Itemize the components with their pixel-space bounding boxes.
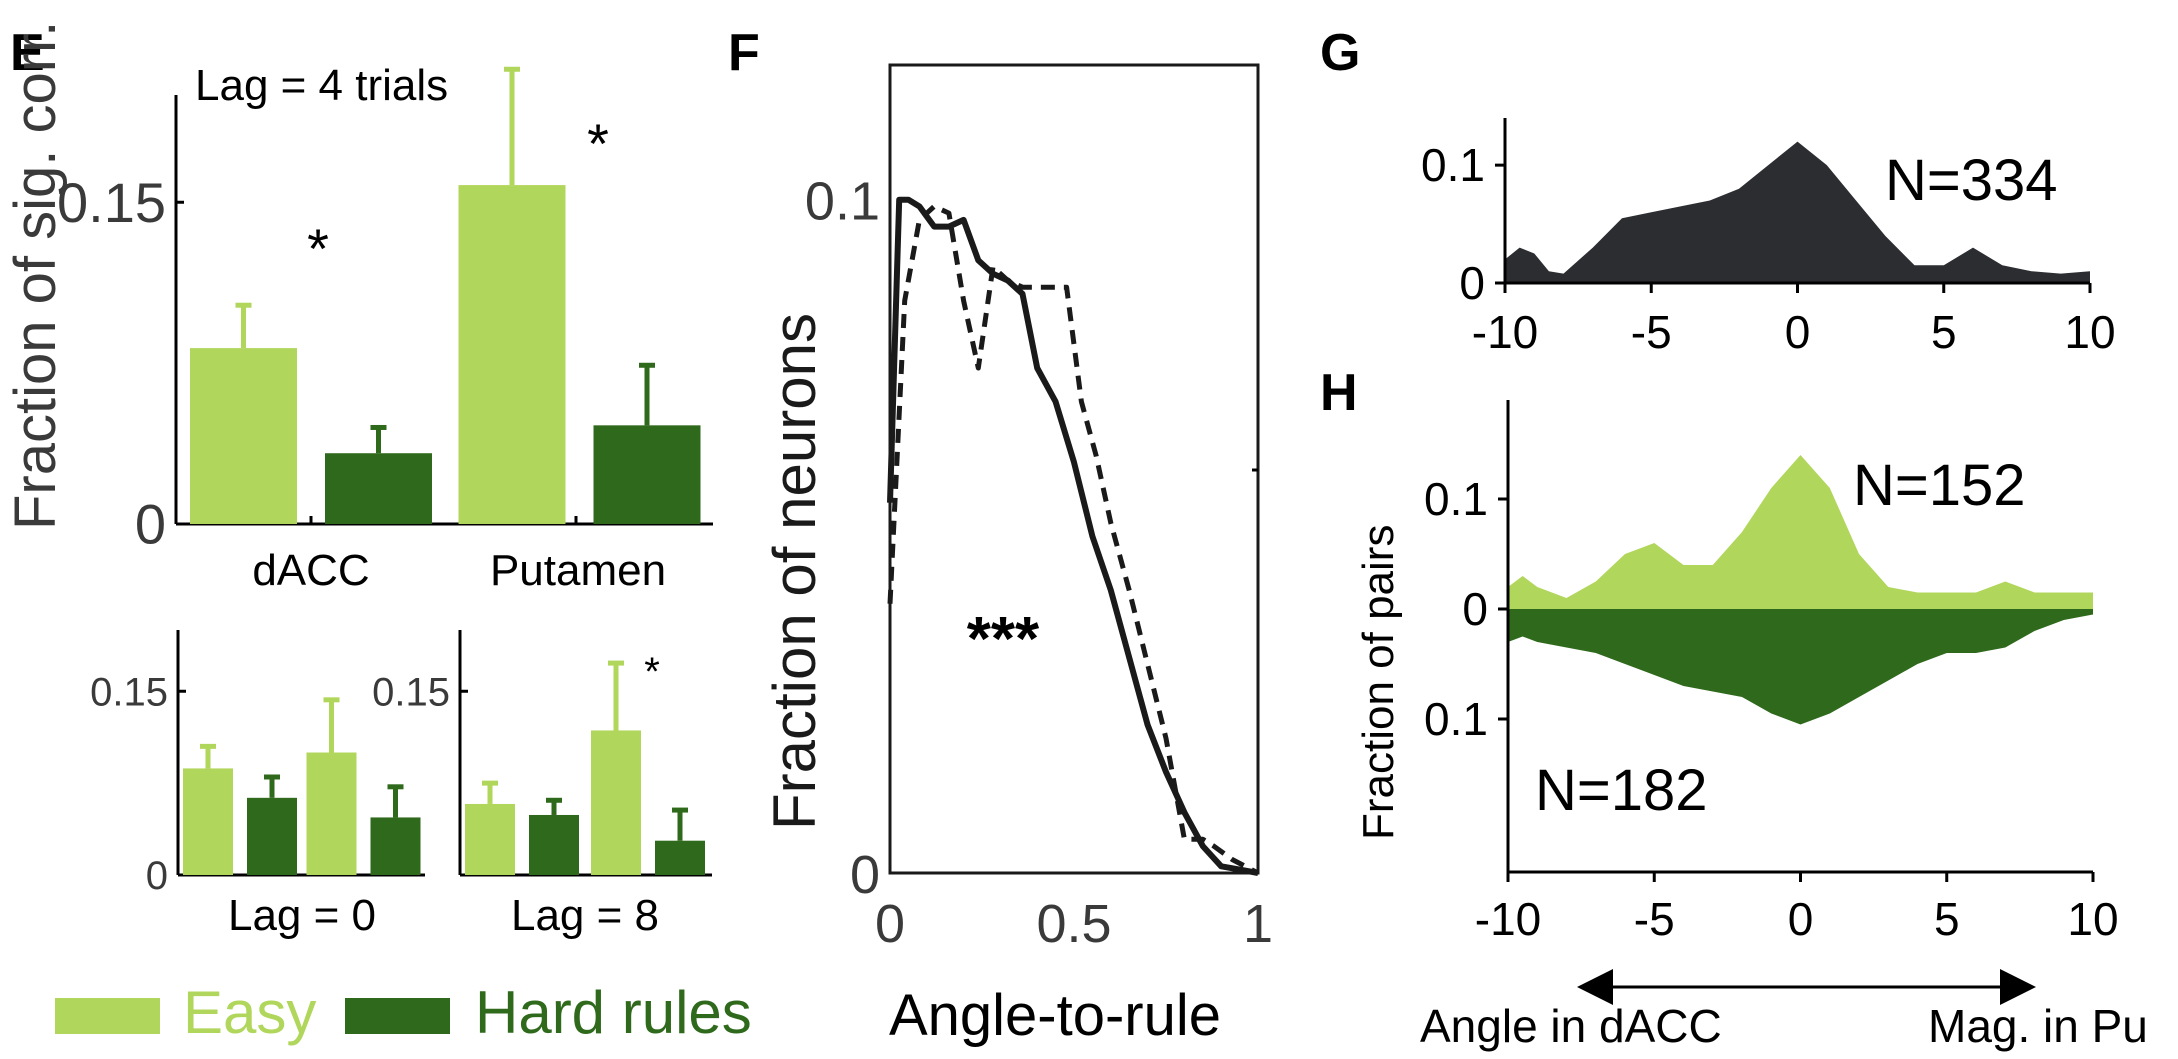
panel-h-xtick-label: 5 xyxy=(1934,893,1960,945)
panel-f-xtick-label: 0 xyxy=(875,894,905,954)
panel-g-chart: -10 -5 0 5 10 0 0.1 N=334 xyxy=(1421,118,2116,358)
panel-h-arrow-label-left: Angle in dACC xyxy=(1420,1000,1722,1052)
panel-e-bar xyxy=(325,453,432,524)
legend-label-easy: Easy xyxy=(183,979,316,1046)
panel-h-ytick-label: 0.1 xyxy=(1424,473,1488,525)
panel-h-ytick-label: 0.1 xyxy=(1424,693,1488,745)
panel-g-ytick-label: 0 xyxy=(1459,257,1485,309)
panel-g-xtick-label: 10 xyxy=(2064,306,2115,358)
panel-g-ytick-label: 0.1 xyxy=(1421,139,1485,191)
panel-h-n-label-hard: N=182 xyxy=(1535,758,1708,823)
panel-f-ylabel: Fraction of neurons xyxy=(761,313,828,830)
panel-f-xtick-label: 0.5 xyxy=(1036,894,1111,954)
legend-swatch-hard xyxy=(345,998,450,1034)
panel-f-significance-marker: *** xyxy=(967,605,1040,674)
panel-g-distribution-area xyxy=(1505,141,2090,283)
panel-letter-g: G xyxy=(1320,24,1360,82)
panel-e-lag0-bar xyxy=(183,768,233,875)
panel-h-hard-area xyxy=(1508,609,2093,725)
panel-f-ytick-label: 0 xyxy=(850,845,880,905)
panel-e-lag0-bar xyxy=(370,817,421,875)
panel-f-xlabel: Angle-to-rule xyxy=(889,983,1221,1048)
panel-f-ytick-label: 0.1 xyxy=(805,172,880,232)
panel-e-category-label: Putamen xyxy=(490,546,666,595)
panel-g-xtick-label: -10 xyxy=(1472,306,1538,358)
legend-swatch-easy xyxy=(55,998,160,1034)
panel-h-ylabel: Fraction of pairs xyxy=(1354,525,1403,840)
panel-e-lag8-bar xyxy=(655,840,705,875)
panel-h-n-label-easy: N=152 xyxy=(1853,453,2026,518)
panel-e-lag0-ytick-label: 0.15 xyxy=(90,670,168,714)
panel-letter-e: E xyxy=(10,24,45,82)
panel-f-dashed-line xyxy=(887,203,1260,876)
panel-h-arrow-label-right: Mag. in Pu xyxy=(1928,1000,2148,1052)
panel-e-lag0-bar xyxy=(247,797,297,875)
panel-e-bar xyxy=(593,425,701,524)
panel-h-xtick-label: 0 xyxy=(1788,893,1814,945)
panel-f-solid-line xyxy=(887,196,1259,876)
panel-e-lag8-significance-marker: * xyxy=(644,650,660,694)
panel-e-lag8-bar xyxy=(529,814,579,875)
panel-e-bar xyxy=(190,348,297,524)
panel-e-category-label: dACC xyxy=(252,546,369,595)
panel-e-lag8-xlabel: Lag = 8 xyxy=(511,891,659,940)
panel-e-lag8-bar xyxy=(465,803,515,875)
panel-h-xtick-label: -5 xyxy=(1634,893,1675,945)
panel-e-ytick-label: 0 xyxy=(135,493,166,556)
panel-g-n-label: N=334 xyxy=(1885,148,2058,213)
panel-h-xtick-label: 10 xyxy=(2067,893,2118,945)
panel-h-easy-area xyxy=(1508,455,2093,609)
panel-e-lag0-chart: Lag = 0 0 0.15 xyxy=(90,630,425,940)
panel-e-lag0-ytick-label: 0 xyxy=(146,854,168,898)
panel-e-significance-marker: * xyxy=(307,217,329,280)
panel-e-lag8-ytick-label: 0.15 xyxy=(372,670,450,714)
panel-e-ylabel: Fraction of sig. corr. xyxy=(3,21,68,530)
panel-e-title: Lag = 4 trials xyxy=(195,61,448,110)
panel-f-chart: Fraction of neurons Angle-to-rule 0 0.5 1 0… xyxy=(761,63,1273,1048)
panel-e-lag8-chart: Lag = 8 0.15 * xyxy=(372,630,712,940)
panel-g-xtick-label: 5 xyxy=(1931,306,1957,358)
panel-g-xtick-label: 0 xyxy=(1785,306,1811,358)
panel-h-xtick-label: -10 xyxy=(1475,893,1541,945)
legend-label-hard: Hard rules xyxy=(475,979,752,1046)
panel-f-xtick-label: 1 xyxy=(1243,894,1273,954)
panel-g-xtick-label: -5 xyxy=(1631,306,1672,358)
panel-h-chart: Fraction of pairs -10 -5 0 5 10 0.1 0 0.1 N=152 N… xyxy=(1354,400,2148,1052)
panel-e-lag8-bar xyxy=(591,730,641,875)
panel-e-main-chart: Lag = 4 trials Fraction of sig. corr. 0 0… xyxy=(3,21,713,595)
legend: Easy Hard rules xyxy=(55,979,752,1046)
panel-letter-f: F xyxy=(728,24,760,82)
panel-letter-h: H xyxy=(1320,364,1358,422)
panel-e-significance-marker: * xyxy=(587,112,609,175)
panel-e-bar xyxy=(458,185,566,524)
panel-e-ytick-label: 0.15 xyxy=(57,171,166,234)
panel-e-lag0-xlabel: Lag = 0 xyxy=(228,891,376,940)
panel-e-lag0-bar xyxy=(306,752,357,875)
panel-h-ytick-label: 0 xyxy=(1462,583,1488,635)
